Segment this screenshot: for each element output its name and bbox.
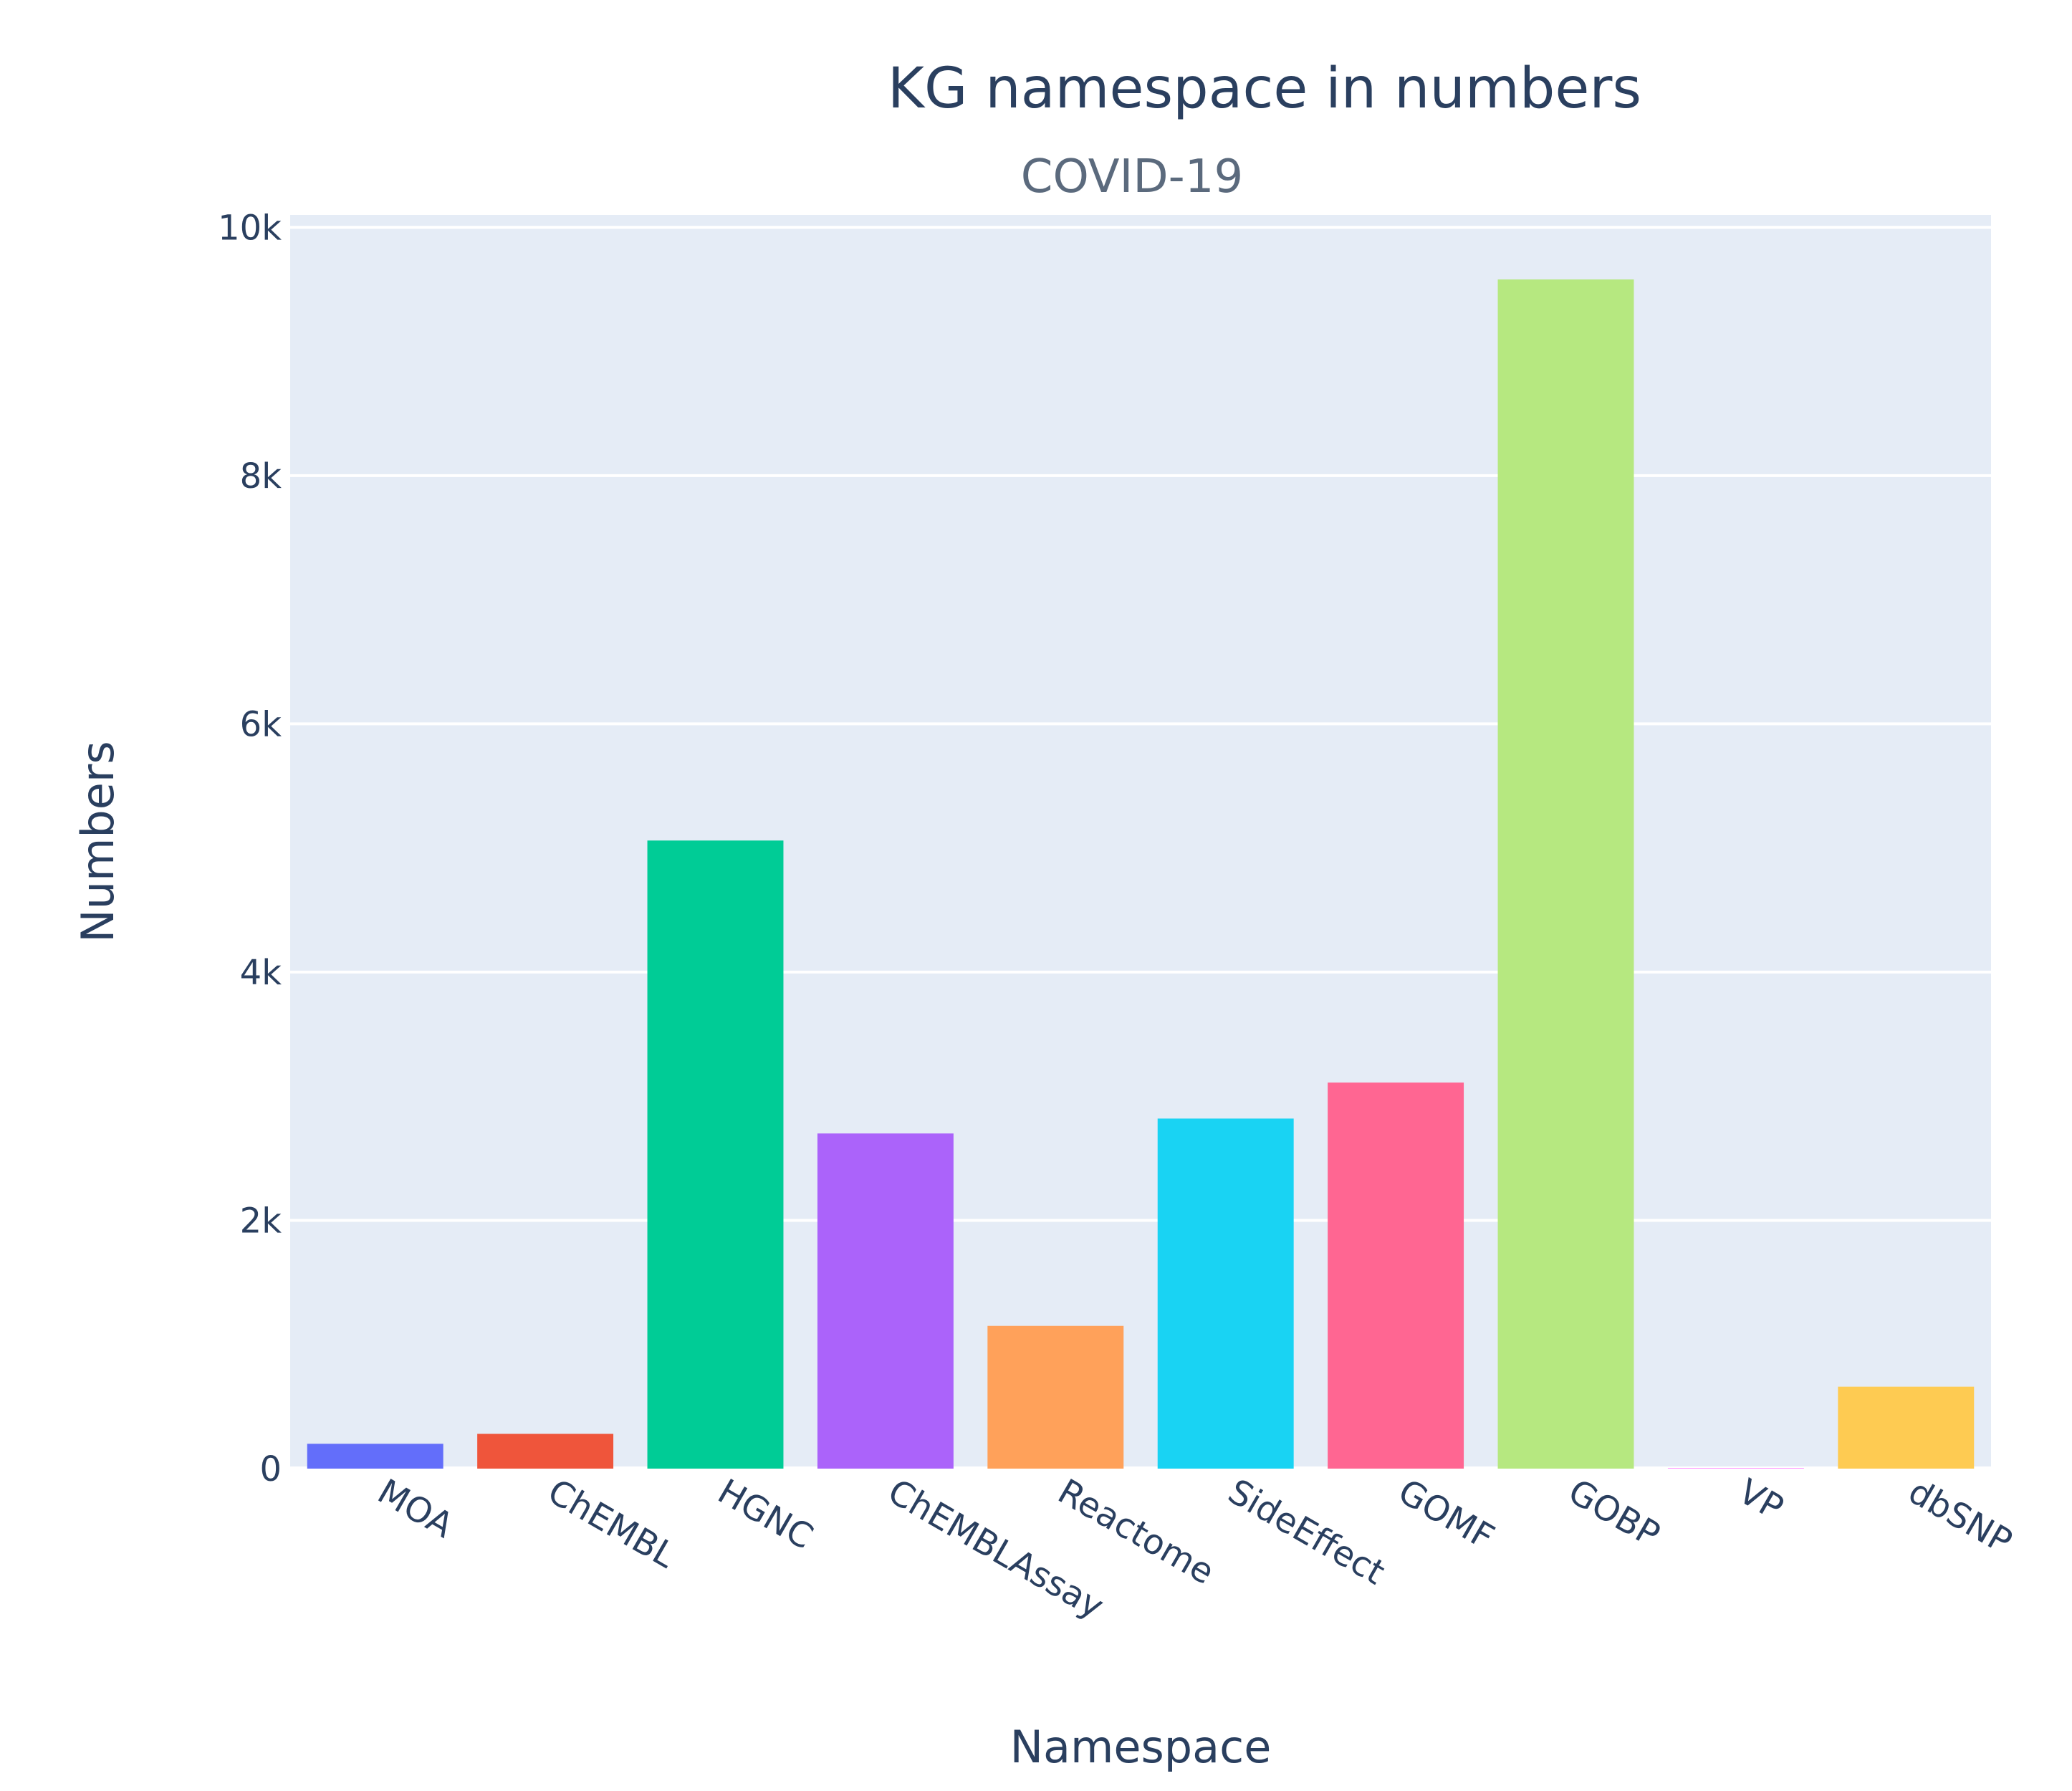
plot-area [290,215,1991,1469]
bar-gomf[interactable] [1328,1082,1464,1469]
bar-moa[interactable] [307,1444,443,1469]
y-axis-ticks: 0 2k 4k 6k 8k 10k [218,208,282,1489]
bar-gobp[interactable] [1497,279,1634,1469]
y-tick-label-3: 6k [240,704,282,744]
bar-reactome[interactable] [987,1325,1124,1469]
x-tick-label-moa: MOA [371,1471,460,1546]
x-tick-label-sideeffect: SideEffect [1222,1471,1392,1593]
y-tick-label-5: 10k [218,208,282,248]
x-tick-label-chembl: ChEMBL [541,1471,682,1576]
y-axis-title: Numbers [72,741,124,942]
bar-vp[interactable] [1667,1468,1804,1469]
bars [307,279,1975,1469]
y-tick-label-4: 8k [240,456,282,496]
x-tick-label-gomf: GOMF [1391,1471,1501,1557]
x-axis-title: Namespace [1010,1721,1272,1773]
bar-sideeffect[interactable] [1157,1118,1294,1469]
x-tick-label-dbsnp: dbSNP [1901,1471,2018,1562]
bar-hgnc[interactable] [647,840,784,1469]
x-tick-label-hgnc: HGNC [711,1471,820,1557]
x-tick-label-vp: VP [1732,1471,1790,1528]
y-tick-label-2: 4k [240,953,282,993]
y-tick-label-0: 0 [259,1449,282,1489]
bar-dbsnp[interactable] [1838,1386,1975,1469]
x-tick-label-gobp: GOBP [1562,1471,1667,1555]
chart-subtitle: COVID-19 [1021,150,1243,203]
bar-chemblassay[interactable] [817,1133,954,1469]
chart-title: KG namespace in numbers [888,57,1641,121]
bar-chembl[interactable] [477,1434,614,1469]
y-tick-label-1: 2k [240,1201,282,1241]
